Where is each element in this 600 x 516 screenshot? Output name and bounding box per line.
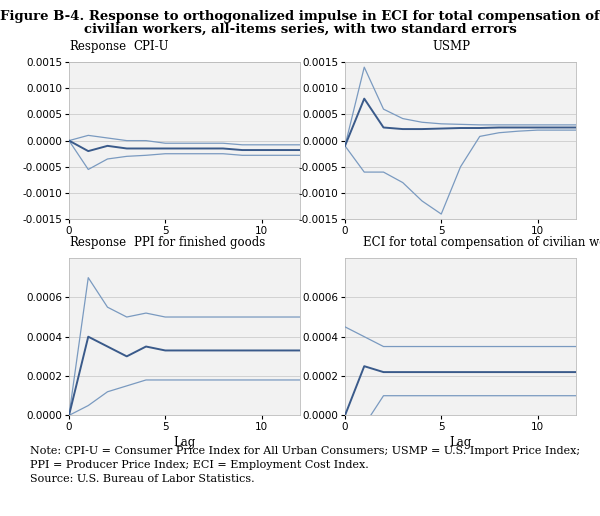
X-axis label: Lag: Lag bbox=[173, 437, 196, 449]
Text: Response: Response bbox=[69, 40, 126, 53]
Text: civilian workers, all-items series, with two standard errors: civilian workers, all-items series, with… bbox=[83, 23, 517, 36]
Text: Figure B-4. Response to orthogonalized impulse in ECI for total compensation of: Figure B-4. Response to orthogonalized i… bbox=[0, 10, 600, 23]
Text: Response: Response bbox=[69, 236, 126, 249]
Text: PPI for finished goods: PPI for finished goods bbox=[134, 236, 265, 249]
Text: ECI for total compensation of civilian workers: ECI for total compensation of civilian w… bbox=[364, 236, 600, 249]
Text: Note: CPI-U = Consumer Price Index for All Urban Consumers; USMP = U.S. Import P: Note: CPI-U = Consumer Price Index for A… bbox=[30, 446, 580, 485]
Text: USMP: USMP bbox=[433, 40, 471, 53]
Text: CPI-U: CPI-U bbox=[134, 40, 169, 53]
X-axis label: Lag: Lag bbox=[449, 437, 472, 449]
